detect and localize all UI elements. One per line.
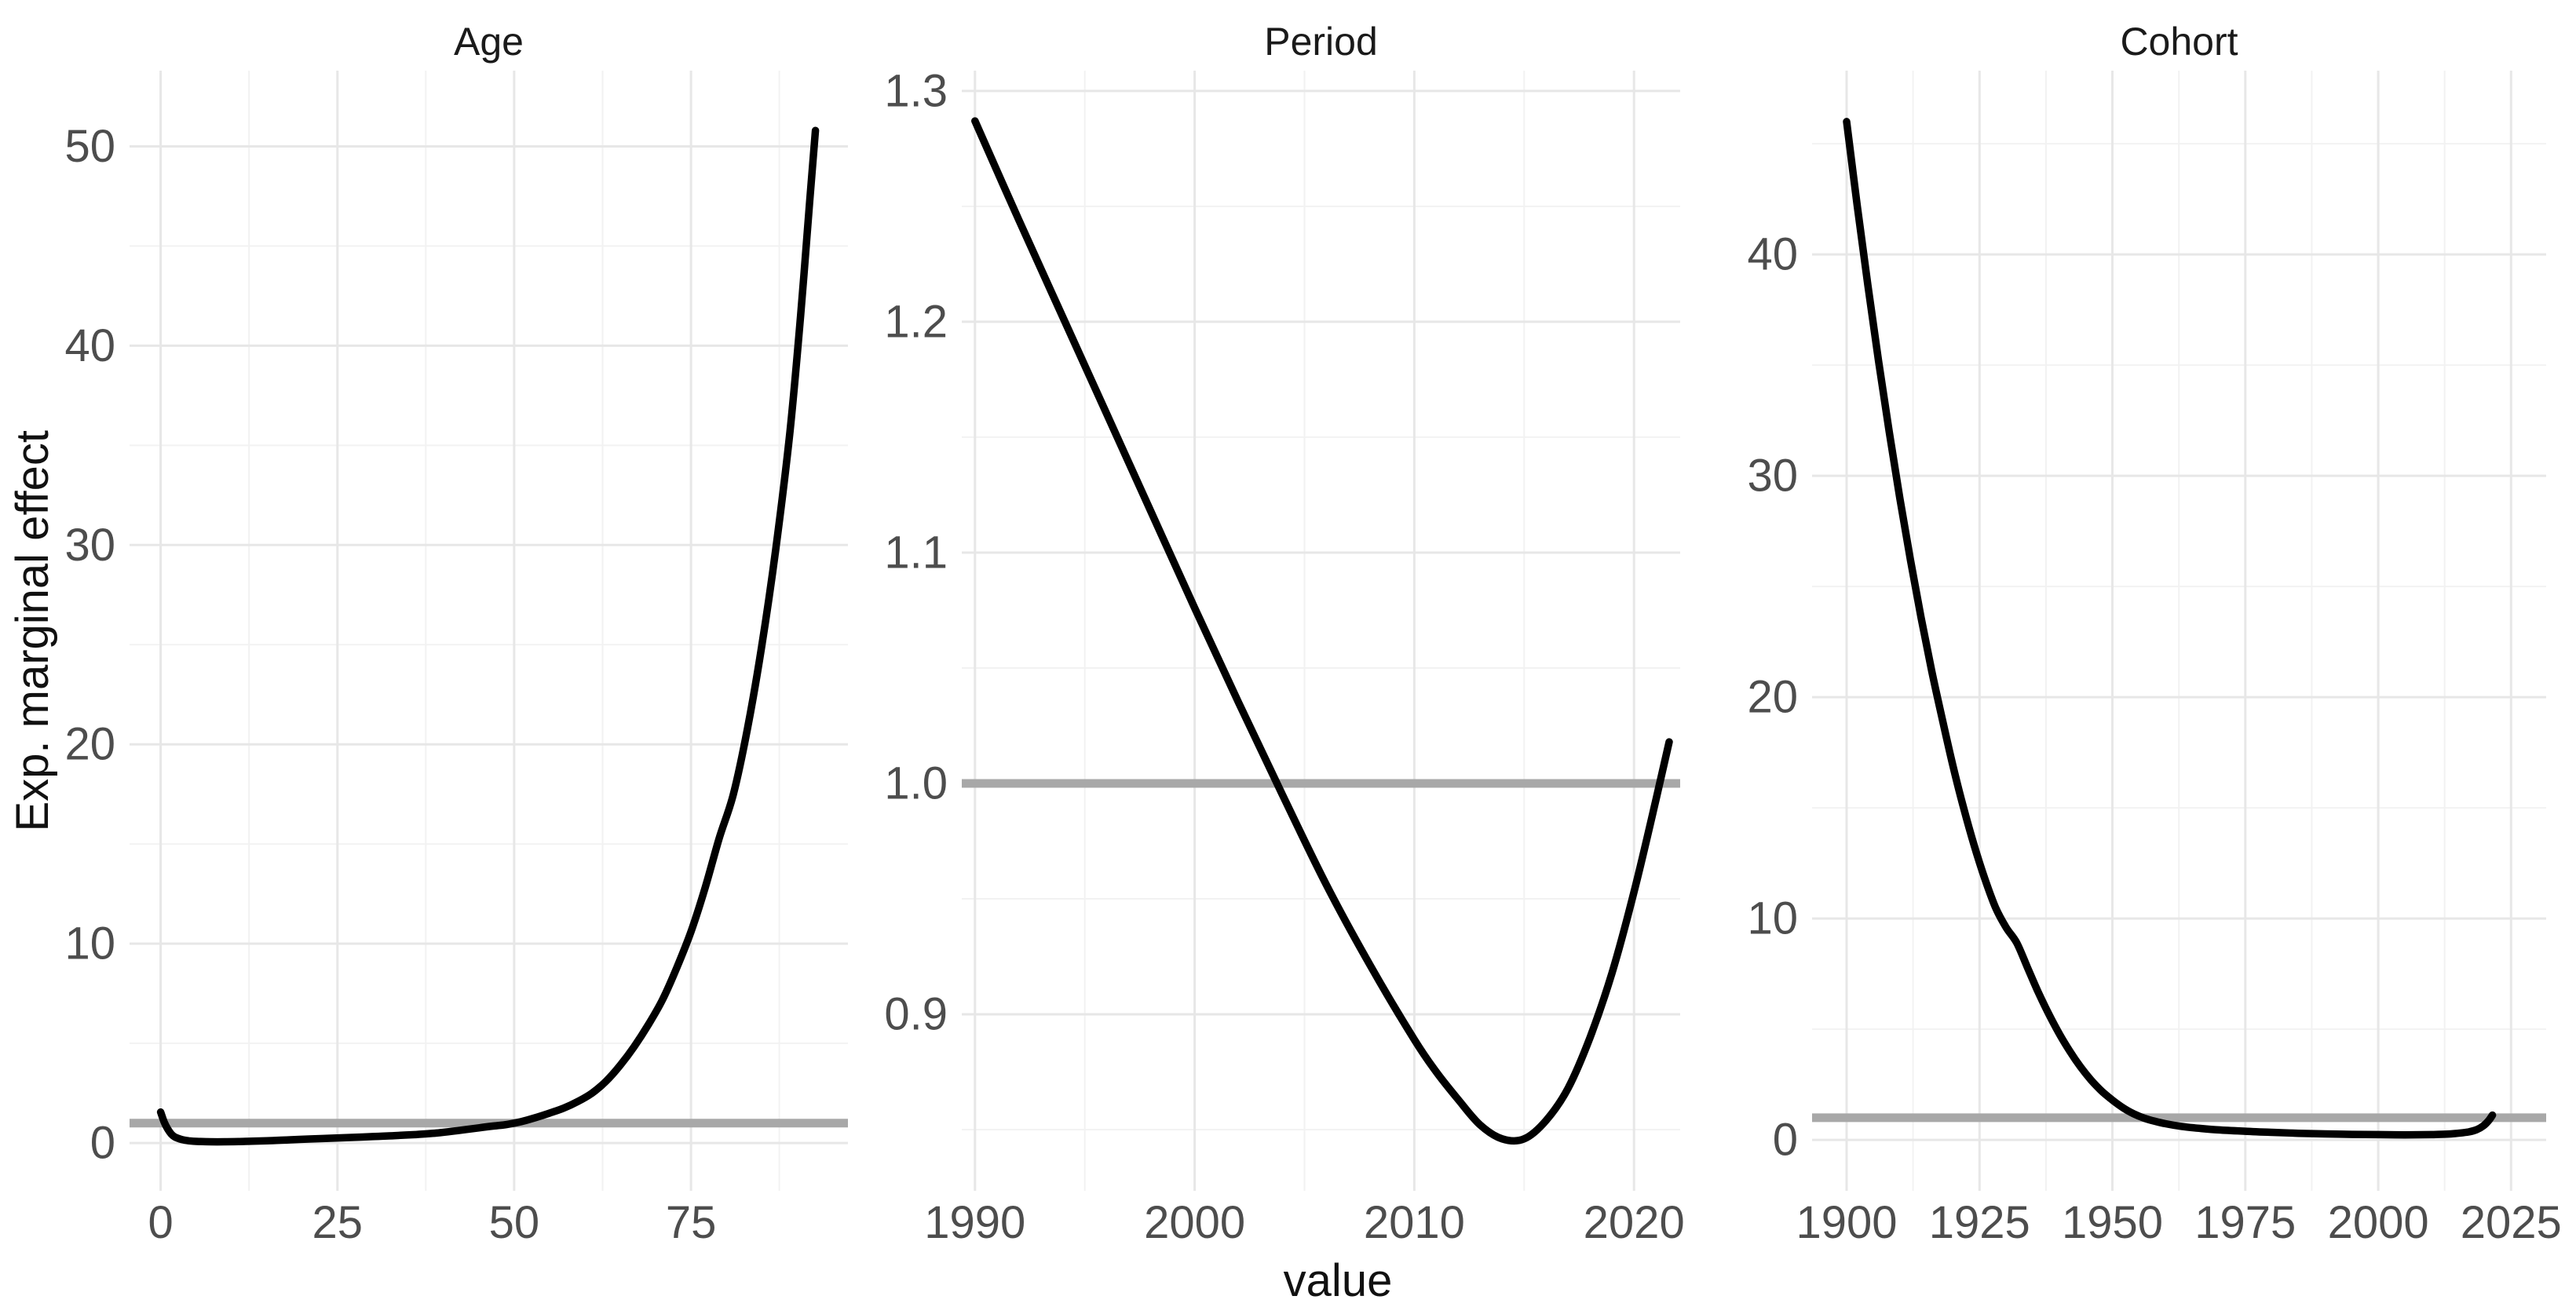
svg-text:10: 10 bbox=[64, 918, 115, 969]
svg-text:30: 30 bbox=[1747, 451, 1798, 502]
svg-text:1925: 1925 bbox=[1929, 1197, 2030, 1248]
svg-text:2010: 2010 bbox=[1364, 1197, 1465, 1248]
svg-text:2020: 2020 bbox=[1584, 1197, 1685, 1248]
svg-text:40: 40 bbox=[1747, 229, 1798, 280]
svg-text:0: 0 bbox=[1773, 1115, 1798, 1166]
svg-text:0: 0 bbox=[148, 1197, 173, 1248]
svg-text:10: 10 bbox=[1747, 893, 1798, 944]
svg-text:1.0: 1.0 bbox=[884, 758, 948, 809]
svg-text:1.1: 1.1 bbox=[884, 528, 948, 579]
svg-text:40: 40 bbox=[64, 320, 115, 371]
svg-text:30: 30 bbox=[64, 520, 115, 571]
svg-text:50: 50 bbox=[64, 121, 115, 172]
facet-title-period: Period bbox=[1264, 20, 1378, 64]
svg-text:20: 20 bbox=[64, 719, 115, 770]
svg-text:1975: 1975 bbox=[2194, 1197, 2296, 1248]
y-axis-title: Exp. marginal effect bbox=[6, 429, 58, 832]
svg-text:2000: 2000 bbox=[2328, 1197, 2429, 1248]
facet-title-cohort: Cohort bbox=[2120, 20, 2238, 64]
facet-title-age: Age bbox=[454, 20, 524, 64]
x-axis-title: value bbox=[1283, 1255, 1393, 1306]
svg-text:25: 25 bbox=[312, 1197, 364, 1248]
svg-text:1950: 1950 bbox=[2062, 1197, 2163, 1248]
svg-text:2025: 2025 bbox=[2461, 1197, 2562, 1248]
svg-text:0.9: 0.9 bbox=[884, 989, 948, 1040]
svg-text:50: 50 bbox=[489, 1197, 540, 1248]
svg-text:1.2: 1.2 bbox=[884, 296, 948, 347]
svg-text:1900: 1900 bbox=[1796, 1197, 1897, 1248]
svg-text:1990: 1990 bbox=[924, 1197, 1025, 1248]
svg-text:1.3: 1.3 bbox=[884, 65, 948, 116]
svg-text:2000: 2000 bbox=[1144, 1197, 1245, 1248]
svg-text:20: 20 bbox=[1747, 672, 1798, 723]
svg-text:75: 75 bbox=[666, 1197, 717, 1248]
svg-text:0: 0 bbox=[90, 1118, 115, 1169]
